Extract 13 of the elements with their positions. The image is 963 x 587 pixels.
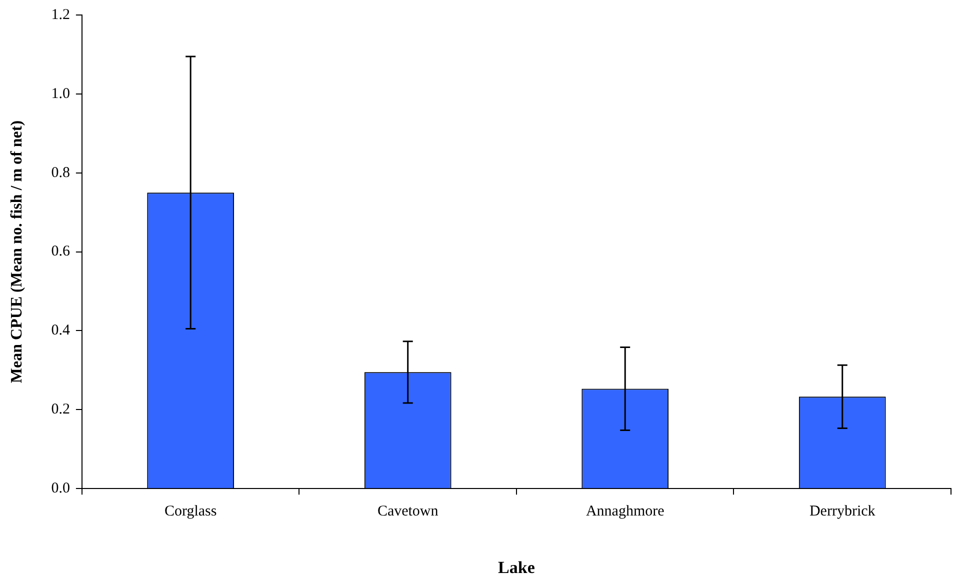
y-tick-label: 1.2 (51, 6, 70, 23)
y-tick-label: 0.2 (51, 402, 70, 418)
x-tick-label: Annaghmore (586, 504, 665, 520)
y-tick-label: 1.0 (51, 86, 70, 102)
x-axis-title: Lake (498, 558, 536, 578)
x-tick-label: Corglass (164, 504, 217, 520)
y-tick-label: 0.4 (51, 322, 70, 339)
y-axis-title: Mean CPUE (Mean no. fish / m of net) (8, 120, 26, 384)
y-tick-label: 0.8 (51, 164, 70, 181)
y-tick-label: 0.0 (51, 480, 70, 497)
y-tick-label: 0.6 (51, 244, 70, 260)
x-tick-label: Cavetown (377, 504, 439, 520)
x-tick-label: Derrybrick (809, 504, 876, 520)
